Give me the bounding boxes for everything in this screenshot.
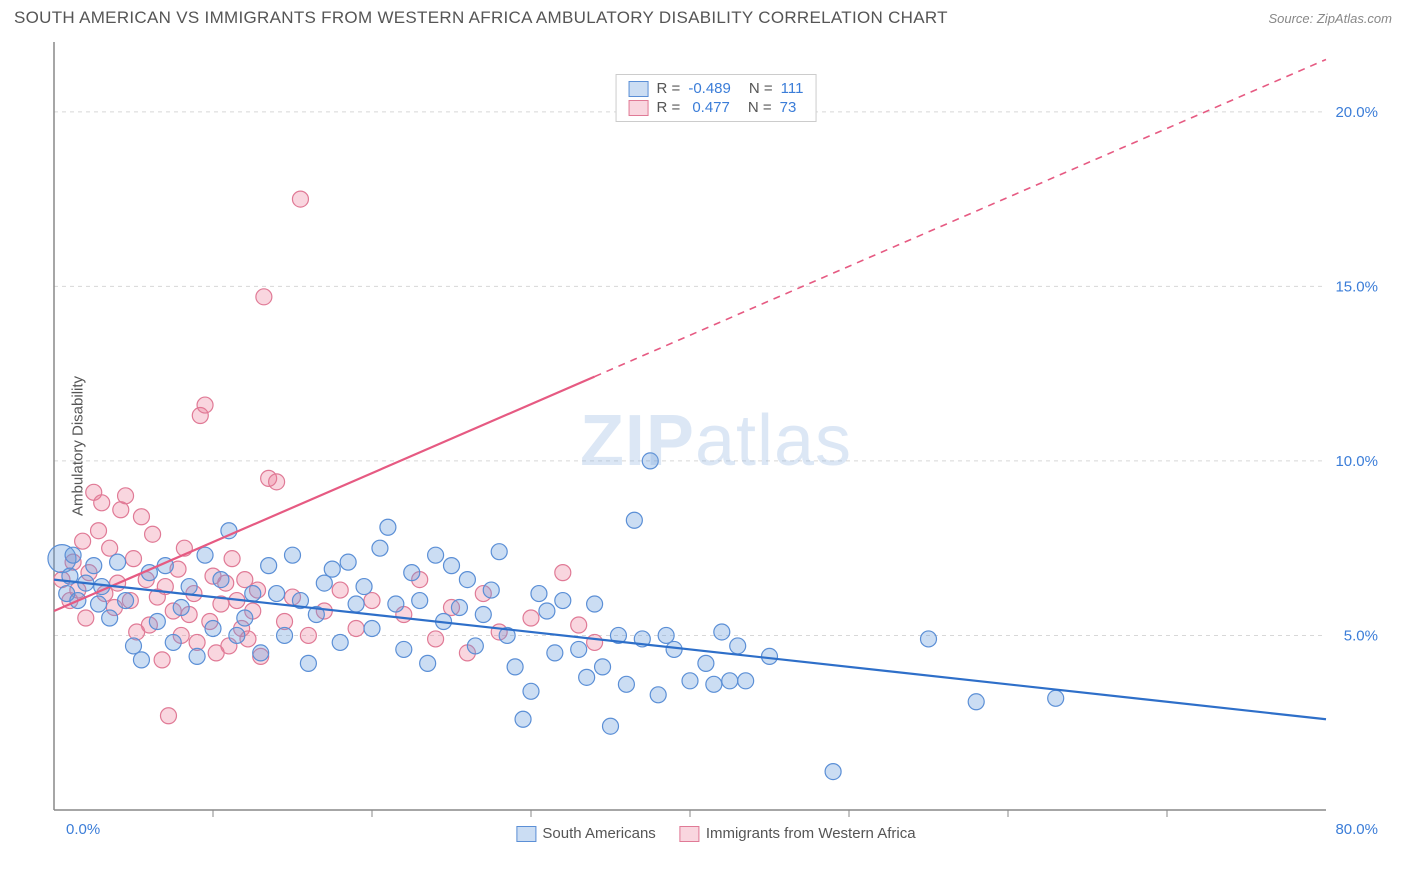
legend-item-series1: South Americans (516, 825, 655, 842)
svg-text:10.0%: 10.0% (1335, 453, 1378, 470)
plot-area: 5.0%10.0%15.0%20.0%0.0%80.0% ZIPatlas R … (46, 36, 1386, 846)
svg-text:20.0%: 20.0% (1335, 104, 1378, 121)
svg-text:80.0%: 80.0% (1335, 821, 1378, 838)
legend: South Americans Immigrants from Western … (516, 825, 915, 842)
swatch-series2-legend (680, 826, 700, 842)
legend-item-series2: Immigrants from Western Africa (680, 825, 916, 842)
swatch-series2 (629, 100, 649, 116)
legend-label-series2: Immigrants from Western Africa (706, 825, 916, 842)
chart-title: SOUTH AMERICAN VS IMMIGRANTS FROM WESTER… (14, 8, 948, 28)
svg-text:5.0%: 5.0% (1344, 627, 1378, 644)
svg-text:0.0%: 0.0% (66, 821, 100, 838)
svg-text:15.0%: 15.0% (1335, 278, 1378, 295)
correlation-info-box: R = -0.489 N = 111 R = 0.477 N = 73 (616, 74, 817, 122)
legend-label-series1: South Americans (542, 825, 655, 842)
info-row-series2: R = 0.477 N = 73 (629, 98, 804, 117)
info-row-series1: R = -0.489 N = 111 (629, 79, 804, 98)
source-text: Source: ZipAtlas.com (1268, 11, 1392, 26)
swatch-series1 (629, 81, 649, 97)
swatch-series1-legend (516, 826, 536, 842)
chart-svg: 5.0% 10.0% 15.0% 20.0% 0.0% 80.0% (46, 36, 1386, 846)
